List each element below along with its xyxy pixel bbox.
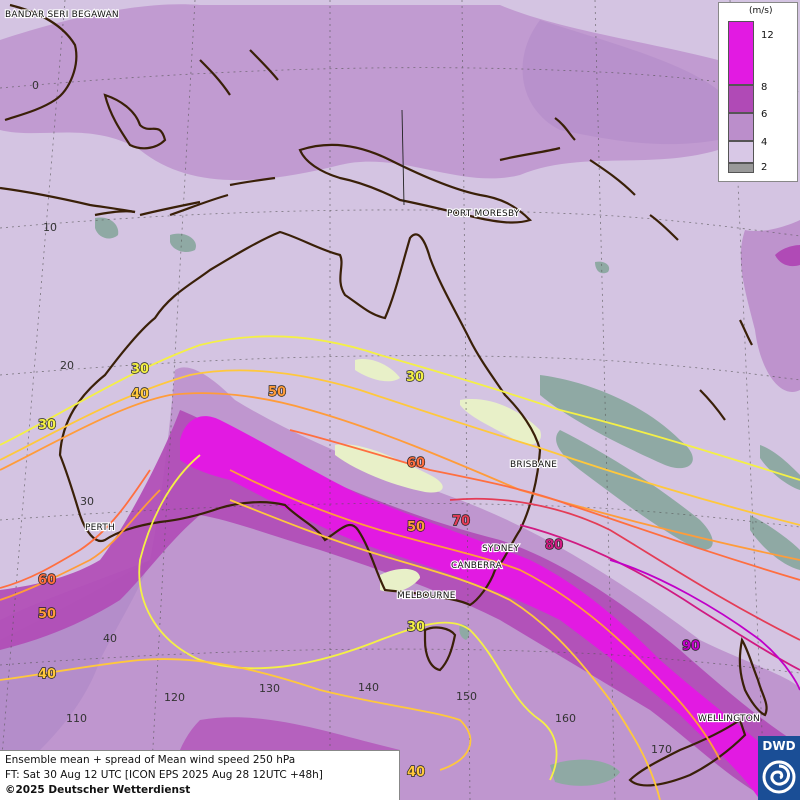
legend-tick-6: 6 [761, 109, 768, 120]
coast-new-zealand-south [628, 718, 747, 787]
city-port-moresby: PORT MORESBY [447, 209, 520, 219]
iso-label-40-c: 40 [407, 765, 425, 780]
lat-label-40: 40 [103, 632, 117, 645]
iso-label-50-a: 50 [268, 385, 286, 400]
isotach-40-north [0, 369, 800, 526]
legend-tick-12: 12 [761, 30, 774, 41]
coast-australia [58, 230, 542, 607]
iso-label-70: 70 [452, 514, 470, 529]
grid-labels: 0 10 20 30 40 110 120 130 140 150 160 17… [32, 79, 672, 756]
isotach-50-inner [229, 469, 721, 761]
iso-label-60-a: 60 [407, 456, 425, 471]
lat-label-0: 0 [32, 79, 39, 92]
legend-swatch-12 [728, 21, 754, 85]
copyright: ©2025 Deutscher Wetterdienst [5, 784, 191, 796]
legend-unit: (m/s) [749, 6, 773, 16]
legend-swatch-6 [728, 113, 754, 141]
legend-swatch-2 [728, 163, 754, 173]
isotach-50-north [0, 392, 800, 561]
city-canberra: CANBERRA [451, 561, 503, 571]
iso-label-30-b: 30 [38, 418, 56, 433]
city-sydney: SYDNEY [482, 544, 520, 554]
isotach-30-south [138, 454, 558, 781]
info-box: Ensemble mean + spread of Mean wind spee… [0, 750, 400, 800]
coastlines [0, 3, 768, 787]
lon-label-120: 120 [164, 691, 185, 704]
chart-title: Ensemble mean + spread of Mean wind spee… [5, 754, 296, 766]
spread-core [180, 416, 800, 800]
coast-new-britain [499, 117, 576, 162]
isotach-80 [519, 524, 800, 671]
lon-label-170: 170 [651, 743, 672, 756]
color-legend: (m/s) 12 8 6 4 2 [718, 2, 798, 182]
coast-philippines [199, 49, 279, 96]
legend-tick-8: 8 [761, 82, 768, 93]
isotach-labels: 30 40 30 50 30 60 40 50 70 80 60 50 90 3… [37, 361, 700, 780]
iso-label-30-c: 30 [406, 370, 424, 385]
city-perth: PERTH [85, 523, 115, 533]
coast-new-zealand-north [738, 636, 768, 717]
lon-label-160: 160 [555, 712, 576, 725]
iso-label-50-b: 50 [407, 520, 425, 535]
coast-lesser-sunda [94, 176, 276, 217]
lat-label-10: 10 [43, 221, 57, 234]
iso-label-80: 80 [545, 538, 563, 553]
coast-tasmania [423, 626, 457, 672]
legend-tick-2: 2 [761, 162, 768, 173]
isotach-40-inner [229, 499, 661, 800]
lon-label-150: 150 [456, 690, 477, 703]
city-melbourne: MELBOURNE [397, 591, 456, 601]
isotach-40-south [0, 658, 472, 771]
iso-label-60-b: 60 [38, 573, 56, 588]
cities: BANDAR SERI BEGAWAN PORT MORESBY BRISBAN… [4, 9, 761, 725]
legend-swatch-4 [728, 141, 754, 163]
coast-timor [169, 193, 229, 217]
legend-swatch-8 [728, 85, 754, 113]
logo-text: DWD [762, 739, 796, 753]
border-png [401, 109, 405, 206]
lon-label-110: 110 [66, 712, 87, 725]
dwd-logo: DWD [758, 736, 800, 800]
isotach-60-north [289, 429, 800, 581]
legend-tick-4: 4 [761, 137, 768, 148]
low-spread-patches [335, 359, 541, 592]
isotach-90 [609, 559, 800, 691]
coast-java [0, 186, 136, 214]
lon-label-140: 140 [358, 681, 379, 694]
isotach-60-south [0, 469, 151, 589]
coast-new-caledonia [739, 319, 753, 346]
coast-solomons [589, 159, 726, 421]
swirl-icon [762, 760, 796, 794]
isotachs [0, 335, 800, 800]
coast-sulawesi [103, 93, 167, 150]
city-bandar-seri-begawan: BANDAR SERI BEGAWAN [5, 10, 119, 20]
iso-label-50-c: 50 [38, 607, 56, 622]
iso-label-30-d: 30 [407, 620, 425, 635]
forecast-time: FT: Sat 30 Aug 12 UTC [ICON EPS 2025 Aug… [5, 769, 323, 781]
spread-band-high [0, 410, 800, 800]
iso-label-30-a: 30 [131, 362, 149, 377]
lat-label-30: 30 [80, 495, 94, 508]
iso-label-40-b: 40 [38, 667, 56, 682]
iso-label-90: 90 [682, 639, 700, 654]
iso-label-40-a: 40 [131, 387, 149, 402]
city-brisbane: BRISBANE [510, 460, 557, 470]
grey-patches [95, 217, 800, 786]
lat-label-20: 20 [60, 359, 74, 372]
isotach-30-north [0, 335, 800, 481]
coast-new-guinea [298, 143, 533, 224]
city-wellington: WELLINGTON [698, 714, 760, 724]
isotach-50-south [0, 489, 161, 601]
isotach-70 [449, 497, 800, 641]
coast-borneo [4, 3, 78, 122]
lon-label-130: 130 [259, 682, 280, 695]
